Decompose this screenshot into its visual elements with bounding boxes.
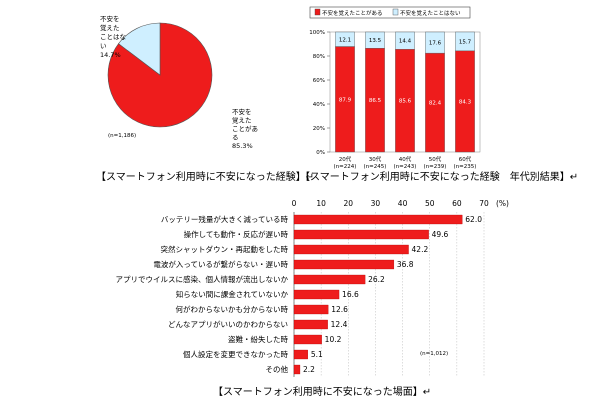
stacked-category-n: (n=224) bbox=[334, 164, 357, 170]
hbar-n-label: (n=1,012) bbox=[420, 351, 448, 357]
hbar-value-label: 16.6 bbox=[342, 290, 359, 299]
stacked-category-n: (n=245) bbox=[364, 164, 387, 170]
stacked-category-label: 30代 bbox=[369, 155, 382, 163]
hbar-value-label: 10.2 bbox=[325, 335, 342, 344]
stacked-value-yes: 82.4 bbox=[429, 101, 442, 107]
hbar-bar bbox=[293, 319, 328, 330]
stacked-category-label: 60代 bbox=[459, 155, 472, 163]
stacked-caption: 【スマートフォン利用時に不安になった経験 年代別結果】↵ bbox=[300, 170, 578, 183]
hbar-category-label: アプリでウイルスに感染、個人情報が流出しないか bbox=[116, 274, 289, 284]
stacked-ytick-label: 80% bbox=[313, 54, 325, 60]
pie-chart: 不安を覚えたことはない 14.7% 不安を覚えたことがある 85.3% (n=1,1… bbox=[96, 14, 314, 183]
stacked-ytick-label: 40% bbox=[313, 102, 325, 108]
stacked-ytick-label: 20% bbox=[313, 126, 325, 132]
legend-swatch-yes bbox=[314, 8, 321, 16]
hbar-category-label: その他 bbox=[266, 364, 289, 374]
stacked-value-no: 12.1 bbox=[339, 37, 351, 43]
stacked-category-label: 50代 bbox=[429, 155, 442, 163]
pie-label-yes: 不安を覚えたことがある 85.3% bbox=[232, 107, 258, 150]
stacked-bar-chart: 不安を覚えたことがある 不安を覚えたことはない 0% 20% 40% 60% 80% 10… bbox=[300, 6, 578, 183]
legend-label-no: 不安を覚えたことはない bbox=[400, 9, 461, 17]
hbar-bar bbox=[293, 334, 322, 345]
hbar-value-label: 12.4 bbox=[331, 320, 348, 329]
stacked-value-no: 13.5 bbox=[369, 38, 382, 44]
hbar-xtick-label: 0 bbox=[292, 199, 297, 208]
hbar-value-label: 5.1 bbox=[311, 350, 323, 359]
hbar-xtick-label: 20 bbox=[344, 199, 354, 208]
stacked-bar-no bbox=[335, 31, 355, 47]
stacked-value-yes: 84.3 bbox=[459, 99, 472, 105]
hbar-xtick-label: 70 bbox=[479, 199, 489, 208]
stacked-value-yes: 85.6 bbox=[399, 99, 412, 105]
stacked-bar-no bbox=[365, 31, 385, 49]
stacked-ytick-label: 100% bbox=[309, 30, 325, 36]
hbar-category-label: バッテリー残量が大きく減っている時 bbox=[161, 214, 289, 224]
stacked-category-n: (n=239) bbox=[424, 164, 447, 170]
hbar-value-label: 36.8 bbox=[397, 260, 414, 269]
stacked-bar-no bbox=[395, 31, 415, 50]
hbar-category-label: どんなアプリがいいのかわからない bbox=[168, 319, 288, 329]
hbar-value-label: 2.2 bbox=[303, 365, 315, 374]
hbar-category-label: 何がわからないかも分からない時 bbox=[176, 304, 289, 314]
hbar-bar bbox=[293, 229, 429, 240]
legend-swatch-no bbox=[392, 8, 399, 16]
hbar-bar bbox=[293, 304, 329, 315]
stacked-category-n: (n=235) bbox=[454, 164, 477, 170]
stacked-value-yes: 86.5 bbox=[369, 98, 382, 104]
hbar-value-label: 12.6 bbox=[331, 305, 348, 314]
hbar-value-label: 26.2 bbox=[368, 275, 385, 284]
hbar-value-label: 62.0 bbox=[465, 215, 482, 224]
stacked-category-n: (n=243) bbox=[394, 164, 417, 170]
hbar-bar bbox=[293, 244, 409, 255]
stacked-category-label: 40代 bbox=[399, 155, 412, 163]
legend-label-yes: 不安を覚えたことがある bbox=[322, 9, 383, 17]
hbar-xtick-label: 60 bbox=[452, 199, 462, 208]
hbar-category-label: 突然シャットダウン・再起動をした時 bbox=[161, 244, 289, 254]
pie-slice bbox=[118, 22, 161, 76]
stacked-bar-no bbox=[455, 31, 475, 52]
pie-caption: 【スマートフォン利用時に不安になった経験】↵ bbox=[96, 170, 314, 183]
hbar-value-label: 49.6 bbox=[432, 230, 449, 239]
hbar-xtick-label: 40 bbox=[398, 199, 408, 208]
hbar-category-label: 個人設定を変更できなかった時 bbox=[183, 349, 288, 359]
stacked-category-label: 20代 bbox=[339, 155, 352, 163]
pie-n-label: (n=1,186) bbox=[108, 133, 136, 139]
hbar-xtick-label: 50 bbox=[425, 199, 435, 208]
hbar-bar bbox=[293, 214, 463, 225]
hbar-bar bbox=[293, 364, 301, 375]
hbar-bar bbox=[293, 289, 340, 300]
stacked-value-no: 15.7 bbox=[459, 39, 472, 45]
hbar-category-label: 電波が入っているが繋がらない・遅い時 bbox=[153, 259, 288, 269]
hbar-category-label: 操作しても動作・反応が遅い時 bbox=[184, 229, 289, 239]
stacked-legend-box bbox=[309, 6, 471, 19]
stacked-value-no: 17.6 bbox=[429, 41, 442, 47]
hbar-bar bbox=[293, 349, 308, 360]
hbar-xtick-label: 30 bbox=[371, 199, 381, 208]
hbar-category-label: 盗難・紛失した時 bbox=[228, 334, 288, 344]
stacked-ytick-label: 0% bbox=[316, 150, 325, 156]
hbar-caption: 【スマートフォン利用時に不安になった場面】↵ bbox=[213, 385, 431, 398]
hbar-xunit: (%) bbox=[496, 199, 509, 208]
hbar-xtick-label: 10 bbox=[316, 199, 326, 208]
hbar-value-label: 42.2 bbox=[412, 245, 429, 254]
pie-label-no: 不安を覚えたことはない 14.7% bbox=[100, 14, 127, 59]
hbar-category-label: 知らない間に課金されていないか bbox=[176, 289, 289, 299]
stacked-value-yes: 87.9 bbox=[339, 97, 352, 103]
stacked-ytick-label: 60% bbox=[313, 78, 325, 84]
horizontal-bar-chart: 0 10 20 30 40 50 60 70 (%) バッテリー残量が大きく減っている時 62.0… bbox=[116, 199, 510, 398]
hbar-bar bbox=[293, 274, 366, 285]
hbar-bar bbox=[293, 259, 395, 270]
stacked-value-no: 14.4 bbox=[399, 39, 412, 45]
stacked-bar-no bbox=[425, 31, 445, 54]
